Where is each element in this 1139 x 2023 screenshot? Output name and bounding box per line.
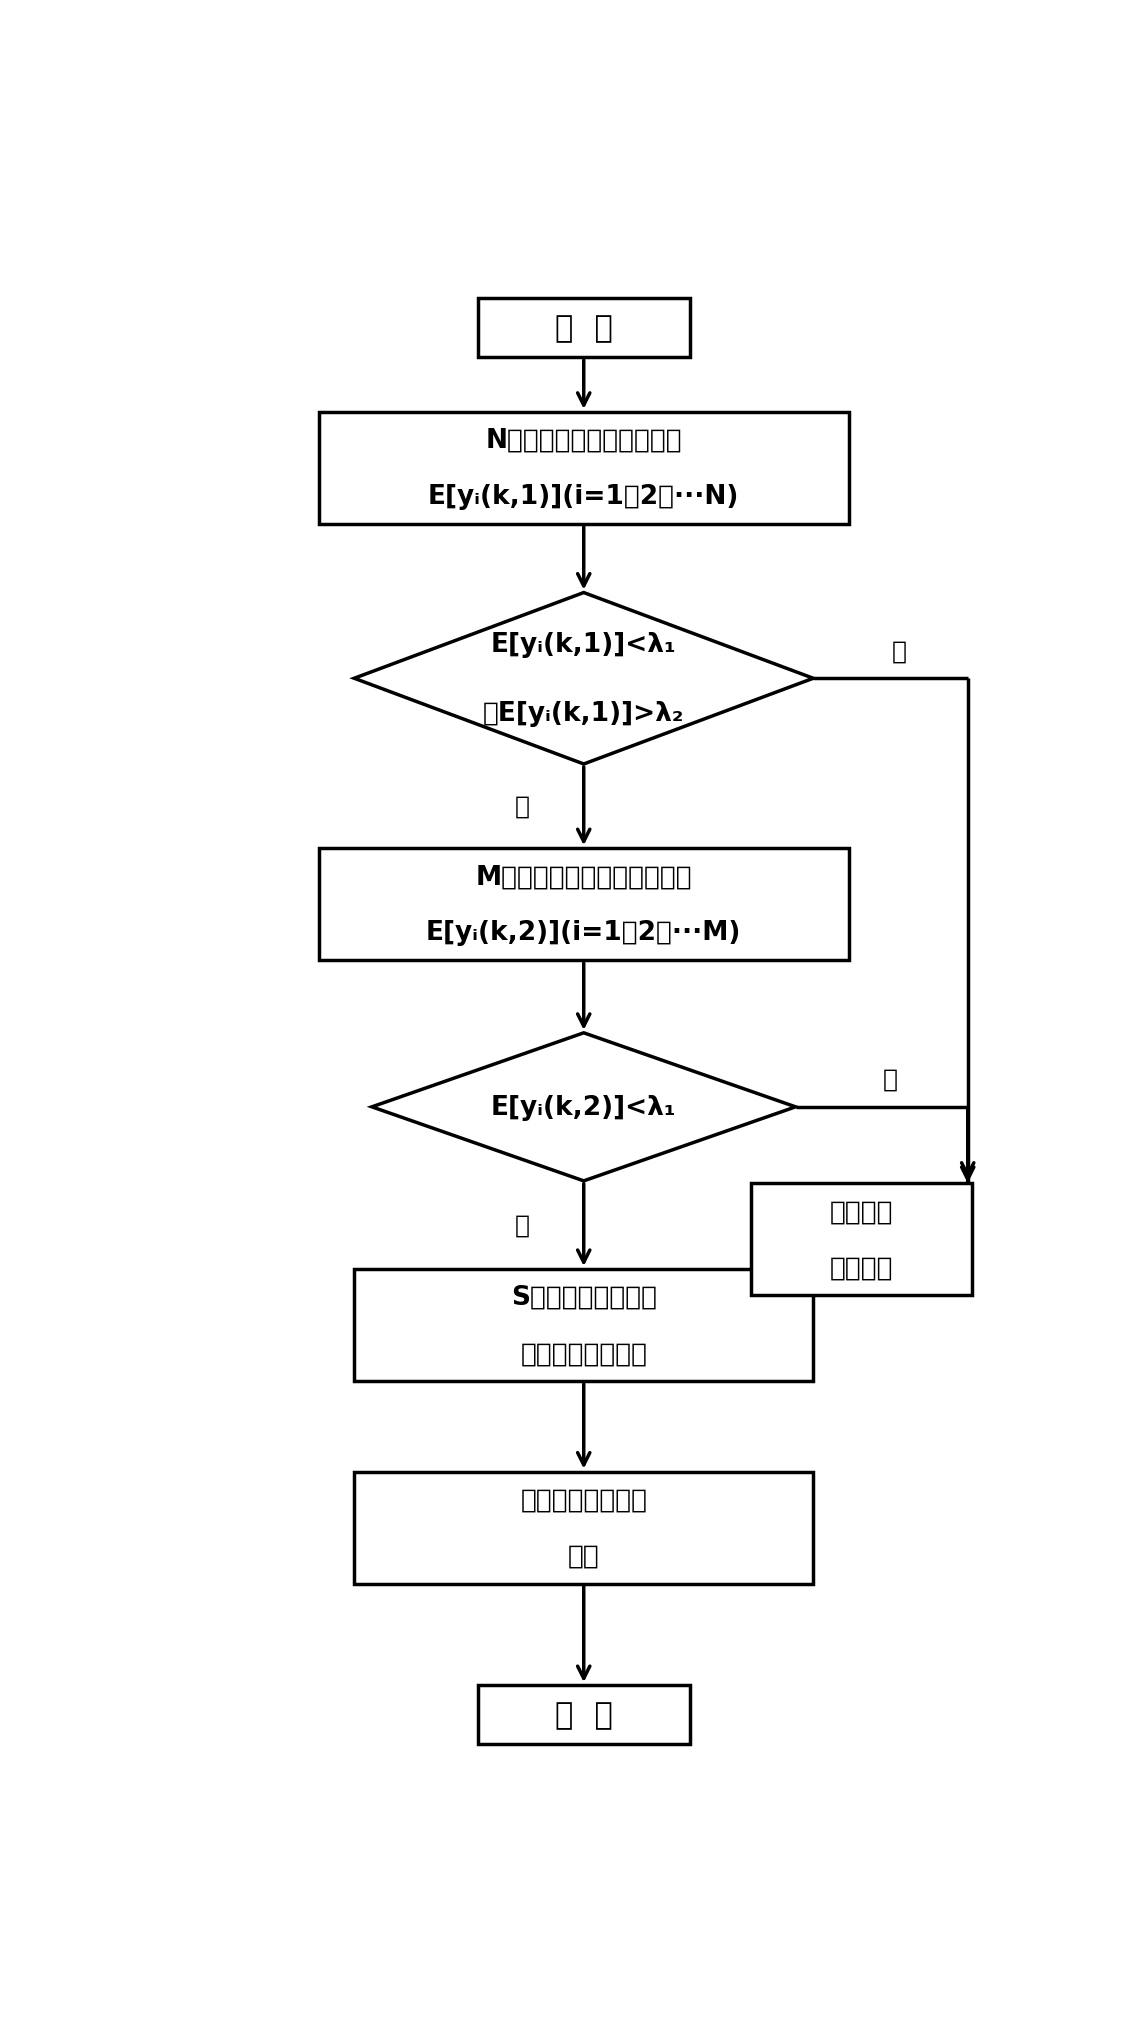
Text: E[yᵢ(k,1)](i=1，2，···N): E[yᵢ(k,1)](i=1，2，···N): [428, 483, 739, 510]
Text: M个认知用户被选出继续感知: M个认知用户被选出继续感知: [475, 864, 693, 890]
Text: 否: 否: [883, 1068, 898, 1090]
Polygon shape: [371, 1034, 796, 1181]
Text: 是: 是: [515, 795, 530, 819]
Text: 是: 是: [515, 1214, 530, 1238]
Text: 否: 否: [892, 639, 907, 664]
Polygon shape: [354, 593, 813, 765]
FancyBboxPatch shape: [354, 1268, 813, 1382]
FancyBboxPatch shape: [478, 299, 690, 358]
FancyBboxPatch shape: [478, 1685, 690, 1744]
Text: S个认知用户被选出: S个认知用户被选出: [510, 1285, 657, 1311]
Text: 结  束: 结 束: [555, 1699, 613, 1730]
Text: E[yᵢ(k,2)]<λ₁: E[yᵢ(k,2)]<λ₁: [491, 1094, 677, 1121]
FancyBboxPatch shape: [752, 1183, 973, 1297]
Text: 或E[yᵢ(k,1)]>λ₂: 或E[yᵢ(k,1)]>λ₂: [483, 700, 685, 726]
FancyBboxPatch shape: [319, 413, 849, 524]
Text: 融合中心进行融合: 融合中心进行融合: [521, 1487, 647, 1513]
Text: 进入休眠: 进入休眠: [830, 1200, 894, 1224]
Text: 判决: 判决: [568, 1544, 599, 1570]
Text: 节能状态: 节能状态: [830, 1254, 894, 1281]
Text: 开  始: 开 始: [555, 314, 613, 344]
FancyBboxPatch shape: [354, 1473, 813, 1584]
FancyBboxPatch shape: [319, 850, 849, 961]
Text: 向融合中心发信息: 向融合中心发信息: [521, 1341, 647, 1366]
Text: E[yᵢ(k,2)](i=1，2，···M): E[yᵢ(k,2)](i=1，2，···M): [426, 920, 741, 947]
Text: N个认知用户进行能量检测: N个认知用户进行能量检测: [485, 427, 682, 453]
Text: E[yᵢ(k,1)]<λ₁: E[yᵢ(k,1)]<λ₁: [491, 631, 677, 657]
